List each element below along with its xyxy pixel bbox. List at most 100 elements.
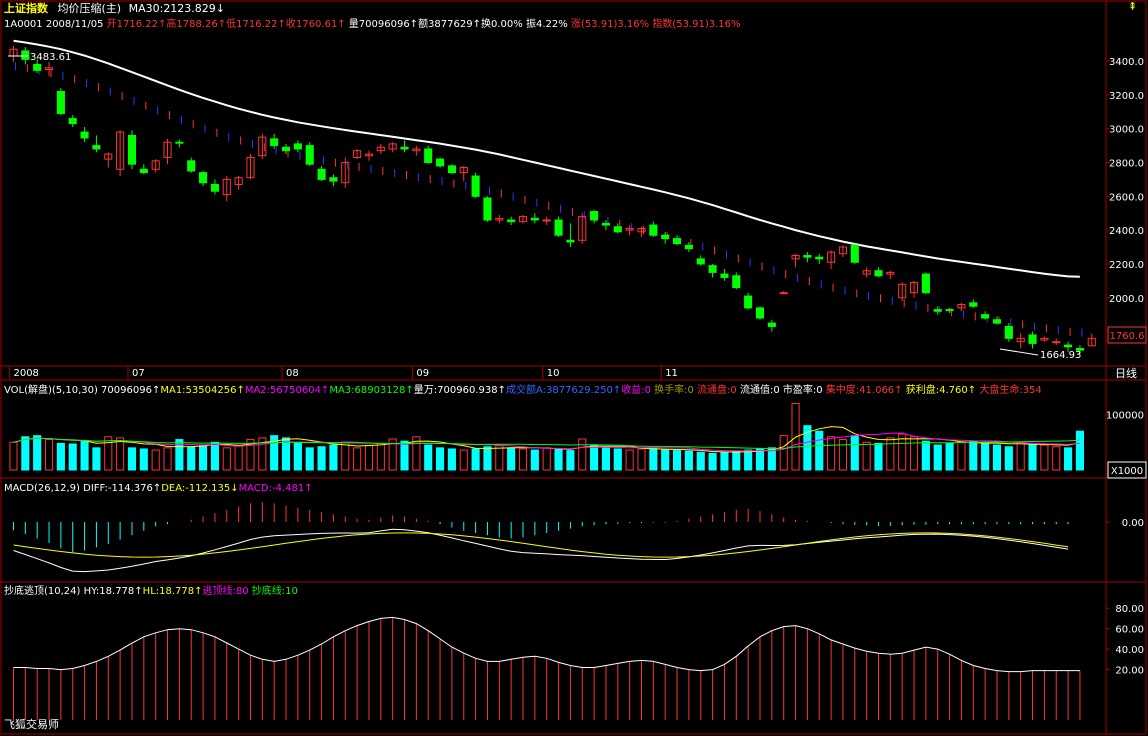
volume-bar — [957, 441, 966, 471]
candle-body — [400, 146, 409, 150]
candle-body — [1028, 334, 1037, 344]
candle-body — [566, 239, 575, 243]
candle-body — [933, 309, 942, 312]
candle-body — [791, 254, 800, 260]
volume-bar — [744, 449, 753, 471]
macd-title: MACD(26,12,9) — [4, 483, 80, 494]
candle-body — [850, 244, 859, 263]
high-annotation: 3483.61 — [30, 52, 71, 63]
vol-tick-label: 100000 — [1106, 411, 1144, 422]
volume-bar — [222, 447, 231, 471]
candle-body — [175, 141, 184, 144]
candle-body — [104, 153, 113, 160]
ma30-label: MA30:2123.829↓ — [128, 2, 226, 15]
candle-body — [127, 134, 137, 165]
volume-bar — [992, 444, 1002, 471]
candle-body — [80, 131, 89, 139]
vol-ma1: MA1:53504256↑ — [160, 385, 245, 396]
candle-body — [732, 275, 741, 289]
volume-bar — [80, 440, 89, 471]
mode-label: 均价压缩(主) — [57, 2, 122, 15]
volume-bar — [649, 447, 658, 471]
volume-bar — [127, 447, 137, 471]
vol-ma3: MA3:68903128↑ — [329, 385, 414, 396]
price-tick-label: 2200.0 — [1109, 260, 1144, 271]
candle-body — [649, 224, 658, 236]
candle-body — [317, 168, 326, 180]
candle-body — [376, 146, 385, 152]
candle-body — [483, 197, 492, 221]
candle-body — [518, 216, 528, 223]
vol-turn: 换手率:0 — [654, 385, 694, 396]
volume-bar — [293, 441, 302, 471]
candle-body — [827, 251, 836, 263]
volume-bar — [1040, 444, 1049, 471]
period-label: 日线 — [1115, 366, 1137, 380]
candle-body — [720, 273, 729, 278]
candle-body — [696, 258, 705, 265]
candle-body — [542, 219, 551, 222]
volume-bar — [9, 441, 18, 471]
candle-body — [364, 153, 374, 157]
vol-amount: 成交额A:3877629.250↑ — [505, 385, 622, 396]
change-value: 涨(53.91)3.16% — [570, 19, 650, 30]
volume-bar — [246, 439, 255, 471]
macd-header: MACD(26,12,9) DIFF:-114.376↑DEA:-112.135… — [4, 482, 313, 496]
volume-bar — [329, 444, 338, 471]
low-value: 低1716.22↑ — [226, 19, 286, 30]
candle-body — [44, 67, 54, 71]
last-price-label: 1760.6 — [1110, 331, 1145, 342]
time-label: 10 — [547, 368, 560, 379]
candle-body — [56, 90, 65, 114]
volume-bar — [1075, 430, 1084, 471]
volume-bar — [199, 445, 208, 471]
candle-body — [672, 238, 682, 245]
osc-title: 抄底逃顶(10,24) — [4, 586, 81, 597]
volume-bar — [424, 444, 433, 471]
price-tick-label: 3000.0 — [1109, 125, 1144, 136]
volume-bar — [542, 447, 551, 471]
volume-bar — [104, 436, 113, 471]
volume-value: 量70096096↑ — [348, 19, 419, 30]
volume-bar — [755, 448, 765, 471]
candle-body — [554, 219, 563, 236]
candle-body — [1087, 337, 1096, 347]
candle-body — [1075, 347, 1084, 351]
volume-bar — [827, 436, 836, 471]
vol-gain: 收益:0 — [621, 385, 651, 396]
vol-concentration: 集中度:41.066↑ — [825, 385, 903, 396]
vol-unit-box — [1107, 461, 1147, 479]
last-price-tag — [1107, 326, 1147, 344]
volume-bar — [187, 446, 196, 471]
vol-liang: 量万:700960.938↑ — [413, 385, 506, 396]
volume-bar — [945, 442, 954, 471]
volume-bar — [554, 448, 563, 471]
volume-bar — [886, 437, 895, 471]
candle-body — [436, 158, 445, 167]
open-value: 开1716.22↑ — [106, 19, 167, 30]
candle-body — [305, 145, 314, 165]
scroll-up-button[interactable]: ⇞ — [1128, 0, 1138, 13]
candle-body — [590, 211, 599, 221]
volume-bar — [234, 444, 243, 471]
volume-bar — [21, 436, 30, 471]
amount-value: 额3877629↑ — [418, 19, 481, 30]
vol-unit-label: X1000 — [1111, 466, 1143, 477]
volume-bar — [139, 448, 148, 471]
candle-body — [234, 177, 243, 185]
candle-body — [661, 234, 670, 240]
volume-bar — [838, 439, 847, 471]
osc-bottom: 抄底线:10 — [251, 586, 298, 597]
time-label: 08 — [286, 368, 299, 379]
price-tick-label: 2000.0 — [1109, 294, 1144, 305]
close-value: 收1760.61↑ — [285, 19, 346, 30]
candle-body — [779, 292, 788, 295]
price-tick-label: 2600.0 — [1109, 192, 1144, 203]
volume-bar — [388, 438, 397, 471]
candle-body — [151, 160, 160, 170]
candle-body — [578, 216, 587, 241]
osc-tick-label: 20.00 — [1115, 666, 1144, 677]
volume-bar — [341, 441, 350, 471]
volume-bar — [708, 452, 717, 471]
volume-bar — [874, 442, 883, 471]
